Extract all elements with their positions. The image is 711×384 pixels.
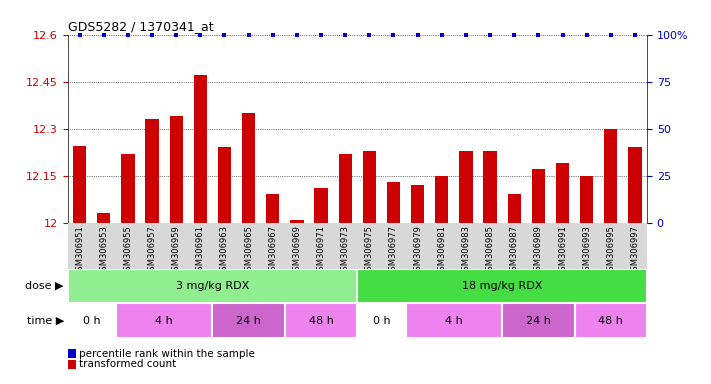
Bar [459,151,473,223]
Bar [604,129,617,223]
Bar [508,194,521,223]
Text: GSM306953: GSM306953 [100,225,108,276]
Text: GSM306983: GSM306983 [461,225,471,276]
Text: GSM306989: GSM306989 [534,225,543,276]
Text: GSM306961: GSM306961 [196,225,205,276]
Text: GSM306985: GSM306985 [486,225,495,276]
Bar [405,303,502,338]
Text: 3 mg/kg RDX: 3 mg/kg RDX [176,281,249,291]
Text: GSM306957: GSM306957 [148,225,156,276]
Text: 24 h: 24 h [526,316,551,326]
Text: 0 h: 0 h [83,316,100,326]
Text: GSM306967: GSM306967 [268,225,277,276]
Text: GSM306965: GSM306965 [244,225,253,276]
Bar [387,182,400,223]
Text: dose ▶: dose ▶ [26,281,64,291]
Bar [116,303,213,338]
Text: 24 h: 24 h [236,316,261,326]
Text: transformed count: transformed count [79,359,176,369]
Text: GSM306995: GSM306995 [606,225,615,276]
Bar [97,214,110,223]
Bar [193,75,207,223]
Bar [285,303,358,338]
Bar [146,119,159,223]
Text: 4 h: 4 h [155,316,173,326]
Text: GSM306955: GSM306955 [124,225,132,276]
Text: percentile rank within the sample: percentile rank within the sample [79,349,255,359]
Text: GSM306977: GSM306977 [389,225,398,276]
Bar [435,175,449,223]
Text: 18 mg/kg RDX: 18 mg/kg RDX [462,281,542,291]
Text: GSM306969: GSM306969 [292,225,301,276]
Bar [169,116,183,223]
Text: GSM306963: GSM306963 [220,225,229,276]
Text: 48 h: 48 h [599,316,624,326]
Text: GSM306951: GSM306951 [75,225,84,276]
Text: GSM306981: GSM306981 [437,225,447,276]
Bar [363,151,376,223]
FancyBboxPatch shape [68,223,647,269]
Bar [574,303,647,338]
Text: GSM306973: GSM306973 [341,225,350,276]
Bar [580,175,593,223]
Bar [532,169,545,223]
Bar [68,303,116,338]
Bar [290,220,304,223]
Bar [213,303,285,338]
Text: GSM306979: GSM306979 [413,225,422,276]
Bar [411,185,424,223]
Bar [483,151,497,223]
Bar [242,113,255,223]
Text: GSM306959: GSM306959 [171,225,181,276]
Text: GSM306975: GSM306975 [365,225,374,276]
Bar [122,154,134,223]
Bar [218,147,231,223]
Bar [314,188,328,223]
Bar [68,269,358,303]
Text: 4 h: 4 h [445,316,463,326]
Text: GSM306987: GSM306987 [510,225,519,276]
Bar [502,303,574,338]
Bar [357,269,647,303]
Text: 0 h: 0 h [373,316,390,326]
Text: 48 h: 48 h [309,316,333,326]
Bar [556,163,569,223]
Text: GSM306971: GSM306971 [316,225,326,276]
Bar [629,147,641,223]
Text: GSM306993: GSM306993 [582,225,591,276]
Bar [266,194,279,223]
Text: time ▶: time ▶ [27,316,64,326]
Text: GDS5282 / 1370341_at: GDS5282 / 1370341_at [68,20,213,33]
Text: GSM306997: GSM306997 [631,225,639,276]
Text: GSM306991: GSM306991 [558,225,567,276]
Bar [73,146,86,223]
Bar [338,154,352,223]
Bar [357,303,405,338]
